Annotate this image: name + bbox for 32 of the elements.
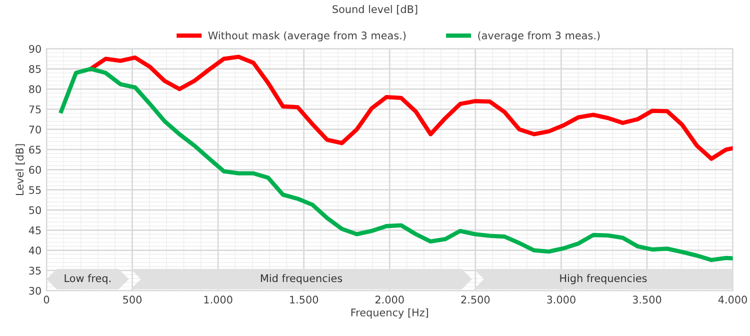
- band-label: Low freq.: [64, 274, 110, 284]
- y-tick-label: 75: [29, 106, 41, 114]
- line-series: [88, 54, 733, 161]
- y-tick-label: 35: [29, 266, 41, 275]
- y-tick-label: 40: [28, 246, 41, 254]
- y-tick-label: 70: [29, 126, 41, 134]
- y-tick-label: 45: [28, 226, 41, 234]
- x-tick-label: 1.500: [290, 296, 318, 304]
- band-label: Mid frequencies: [260, 274, 342, 284]
- y-tick-label: 90: [29, 44, 41, 53]
- x-tick-label: 0: [44, 296, 50, 304]
- x-tick-label: 3.500: [632, 296, 662, 304]
- x-axis-title: Frequency [Hz]: [351, 308, 428, 318]
- x-tick-label: 2.000: [375, 296, 404, 304]
- x-tick-label: 1.000: [204, 296, 232, 304]
- y-tick-label: 50: [29, 206, 41, 214]
- y-tick-label: 60: [29, 166, 41, 174]
- y-tick-label: 85: [29, 65, 41, 73]
- y-tick-label: 55: [29, 186, 41, 194]
- band-label: High frequencies: [560, 274, 647, 284]
- x-tick-label: 3.000: [547, 296, 576, 304]
- legend-label: Without mask (average from 3 meas.): [208, 31, 406, 42]
- y-tick-label: 65: [29, 146, 41, 154]
- x-tick-label: 4.000: [718, 296, 747, 304]
- y-axis-title: Level [dB]: [16, 144, 25, 196]
- y-tick-label: 30: [29, 286, 41, 295]
- x-tick-label: 2.500: [461, 296, 490, 304]
- y-tick-label: 80: [29, 85, 41, 94]
- line-series: [59, 66, 733, 262]
- legend-label: (average from 3 meas.): [478, 31, 600, 42]
- x-tick-label: 500: [123, 296, 142, 304]
- chart-title: Sound level [dB]: [332, 5, 418, 14]
